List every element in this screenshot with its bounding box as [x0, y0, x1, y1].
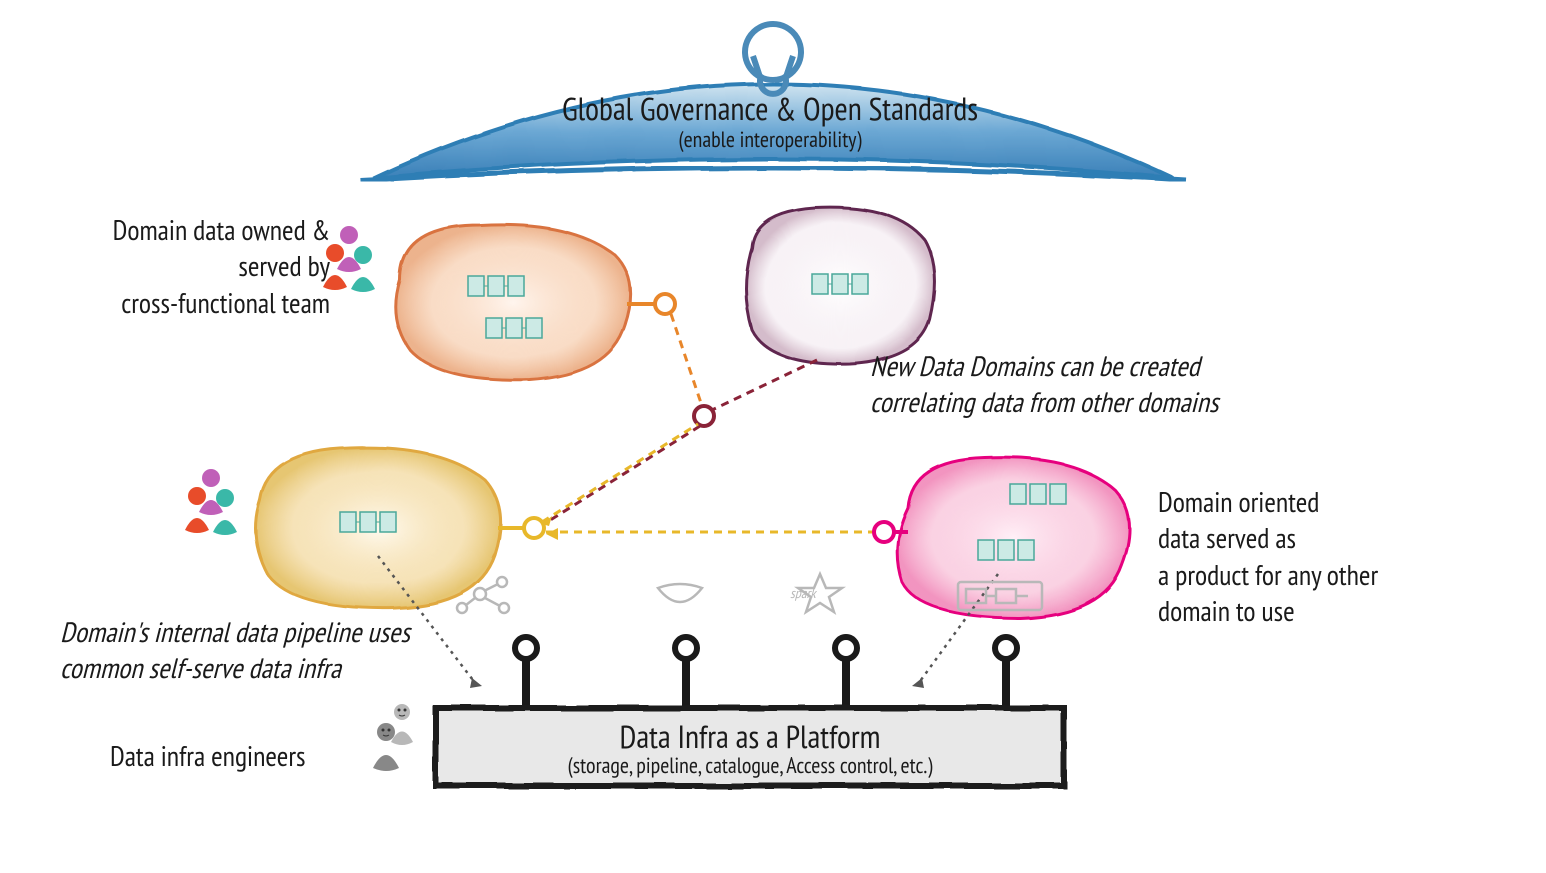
mini-boxes-icon [812, 274, 868, 294]
svg-text:spark: spark [790, 584, 817, 602]
mini-boxes-icon [340, 512, 396, 532]
new-domain-label: New Data Domains can be created correlat… [870, 348, 1350, 421]
team-people-left [185, 469, 237, 535]
platform-posts [515, 637, 1017, 706]
pipeline-label: Domain's internal data pipeline uses com… [60, 614, 520, 687]
governance-subtitle: (enable interoperability) [520, 126, 1020, 155]
mini-boxes-icon [486, 318, 542, 338]
spark-icon: spark [790, 574, 842, 612]
domain-blob-purple [746, 208, 935, 365]
domain-blob-pink [897, 458, 1129, 618]
governance-title: Global Governance & Open Standards [520, 88, 1020, 130]
engineers-label: Data infra engineers [110, 738, 305, 774]
bowl-icon [658, 584, 702, 602]
mini-boxes-icon [1010, 484, 1066, 504]
data-mesh-diagram: { "governance": { "title": "Global Gover… [0, 0, 1546, 873]
team-label: Domain data owned & served by cross-func… [60, 212, 330, 321]
engineers-people [373, 704, 413, 771]
platform-subtitle: (storage, pipeline, catalogue, Access co… [436, 752, 1064, 781]
mini-boxes-icon [978, 540, 1034, 560]
domain-blob-yellow [256, 448, 501, 609]
mini-boxes-icon [468, 276, 524, 296]
domain-blob-orange [396, 224, 631, 380]
product-label: Domain oriented data served as a product… [1158, 484, 1448, 630]
team-people-top [323, 226, 375, 292]
